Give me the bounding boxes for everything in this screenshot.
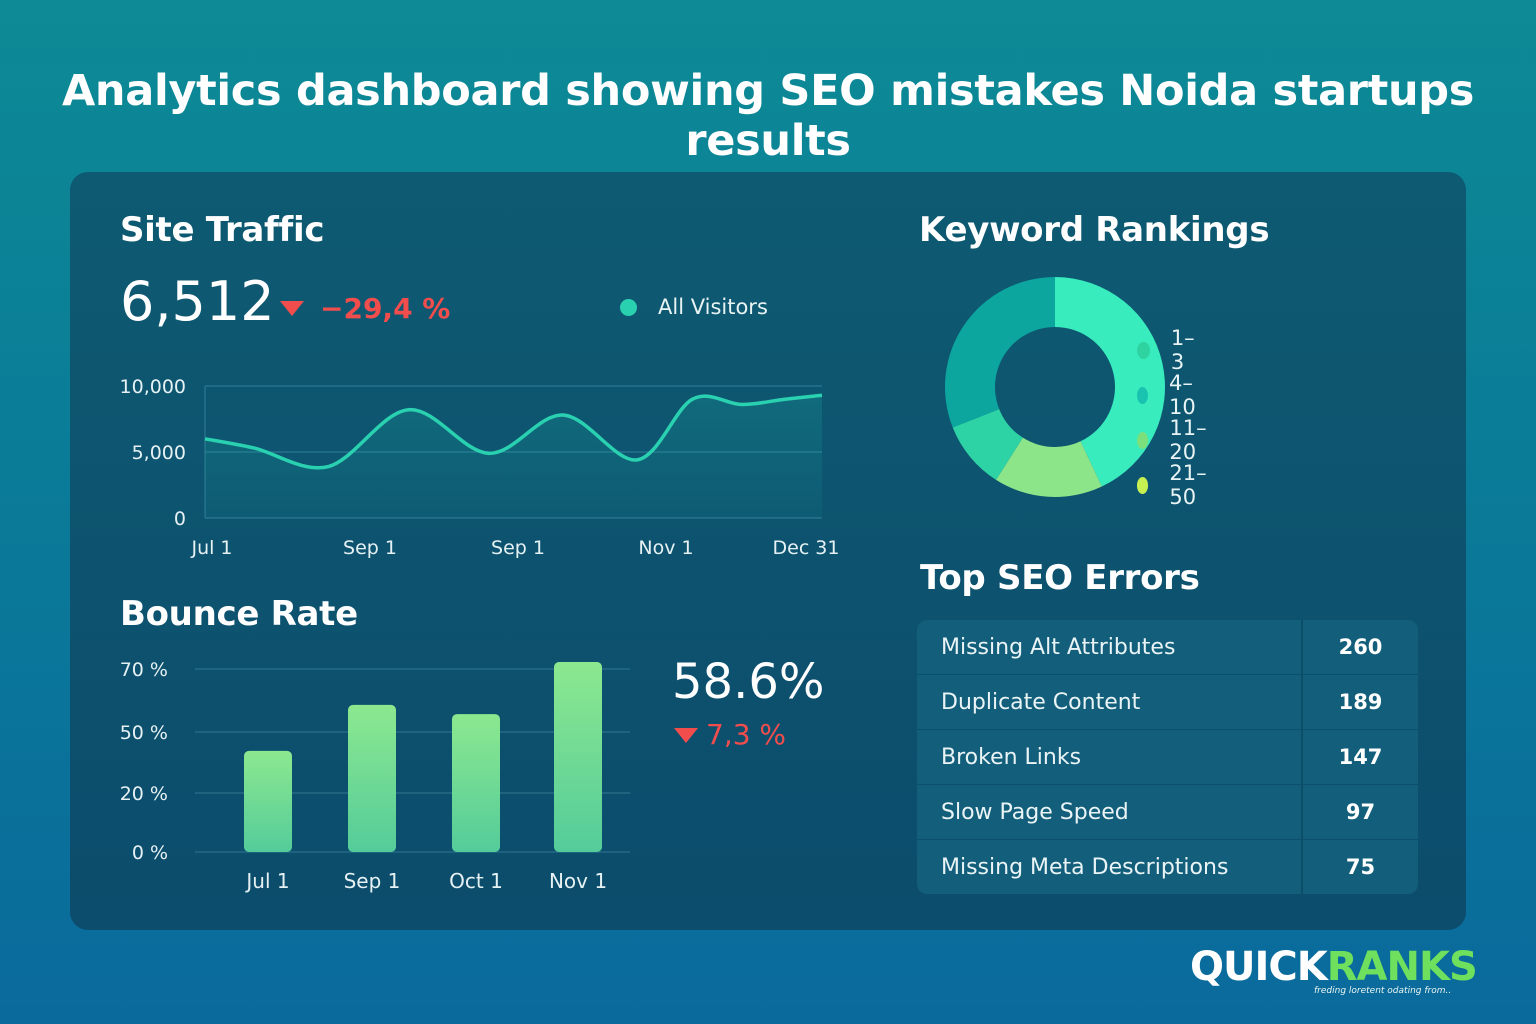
x-tick-label: Jul 1: [244, 869, 289, 893]
site-traffic-chart: 10,000 5,000 0 Jul 1 Sep 1 Sep 1 Nov 1 Dec 31: [120, 376, 840, 559]
error-label: Missing Alt Attributes: [917, 620, 1301, 674]
x-tick-label: Jul 1: [190, 537, 232, 559]
traffic-area: [205, 395, 822, 518]
keyword-legend-item[interactable]: 1–3: [1137, 326, 1199, 374]
table-row[interactable]: Slow Page Speed 97: [917, 784, 1418, 839]
error-label: Missing Meta Descriptions: [917, 840, 1301, 894]
keyword-legend-label: 11–20: [1169, 416, 1207, 464]
donut-slice: [945, 277, 1055, 428]
error-count: 189: [1301, 675, 1418, 729]
brand-part1: QUICK: [1190, 944, 1328, 990]
site-traffic-change: −29,4 %: [320, 292, 451, 325]
down-arrow-icon: [280, 301, 304, 316]
x-tick-label: Dec 31: [773, 537, 840, 559]
brand-part2: RANKS: [1326, 944, 1478, 990]
site-traffic-value: 6,512: [120, 270, 275, 333]
x-tick-label: Sep 1: [343, 537, 397, 559]
legend-dot-icon: [1137, 341, 1150, 359]
traffic-legend-label: All Visitors: [658, 295, 768, 319]
table-row[interactable]: Broken Links 147: [917, 729, 1418, 784]
keyword-rankings-title: Keyword Rankings: [919, 210, 1270, 250]
keyword-legend-label: 1–3: [1170, 326, 1195, 374]
keyword-legend-label: 4–10: [1169, 371, 1196, 419]
keyword-legend-item[interactable]: 11–20: [1137, 416, 1212, 464]
bounce-rate-value: 58.6%: [672, 654, 825, 710]
y-tick-label: 70 %: [120, 659, 168, 681]
table-row[interactable]: Missing Meta Descriptions 75: [917, 839, 1418, 894]
x-tick-label: Nov 1: [549, 869, 607, 893]
x-tick-label: Oct 1: [449, 869, 503, 893]
donut-slice: [952, 409, 1023, 480]
error-count: 75: [1301, 840, 1418, 894]
page-title: Analytics dashboard showing SEO mistakes…: [61, 66, 1475, 166]
error-label: Broken Links: [917, 730, 1301, 784]
bar: [244, 750, 292, 852]
x-tick-label: Sep 1: [491, 537, 545, 559]
error-label: Slow Page Speed: [917, 785, 1301, 839]
error-count: 97: [1301, 785, 1418, 839]
down-arrow-icon: [674, 728, 698, 743]
traffic-legend[interactable]: All Visitors: [620, 295, 768, 319]
traffic-line: [204, 393, 823, 470]
donut-slice: [996, 437, 1102, 497]
brand-tagline: freding loretent odating from..: [1314, 986, 1452, 996]
bounce-rate-change: 7,3 %: [706, 718, 787, 751]
error-count: 147: [1301, 730, 1418, 784]
keyword-legend-item[interactable]: 21–50: [1137, 461, 1212, 509]
dashboard-panel: Site Traffic 6,512 −29,4 % All Visitors …: [70, 172, 1466, 930]
y-tick-label: 50 %: [120, 722, 168, 744]
brand-logo: QUICKRANKS: [1190, 944, 1478, 990]
site-traffic-title: Site Traffic: [120, 210, 325, 250]
bounce-rate-chart: 70 % 50 % 20 % 0 % Jul 1 Sep 1 Oct 1 Nov 1: [120, 659, 630, 893]
y-tick-label: 20 %: [120, 783, 168, 805]
table-row[interactable]: Duplicate Content 189: [917, 674, 1418, 729]
seo-errors-table: Missing Alt Attributes 260 Duplicate Cont…: [917, 620, 1418, 894]
table-row[interactable]: Missing Alt Attributes 260: [917, 620, 1418, 674]
y-tick-label: 0: [174, 508, 186, 530]
y-tick-label: 0 %: [132, 842, 168, 864]
error-count: 260: [1301, 620, 1418, 674]
x-tick-label: Sep 1: [344, 869, 401, 893]
legend-dot-icon: [620, 298, 637, 316]
bar: [554, 662, 602, 852]
keyword-donut-chart: [945, 277, 1165, 497]
bar: [452, 714, 500, 852]
x-tick-label: Nov 1: [638, 537, 693, 559]
bounce-rate-title: Bounce Rate: [120, 594, 358, 634]
seo-errors-title: Top SEO Errors: [920, 558, 1200, 598]
keyword-legend-label: 21–50: [1169, 461, 1207, 509]
legend-dot-icon: [1137, 386, 1148, 404]
y-tick-label: 5,000: [132, 442, 186, 464]
y-tick-label: 10,000: [120, 376, 186, 398]
error-label: Duplicate Content: [917, 675, 1301, 729]
keyword-legend-item[interactable]: 4–10: [1137, 371, 1202, 419]
legend-dot-icon: [1137, 431, 1149, 449]
bar: [348, 704, 396, 852]
legend-dot-icon: [1137, 476, 1149, 494]
